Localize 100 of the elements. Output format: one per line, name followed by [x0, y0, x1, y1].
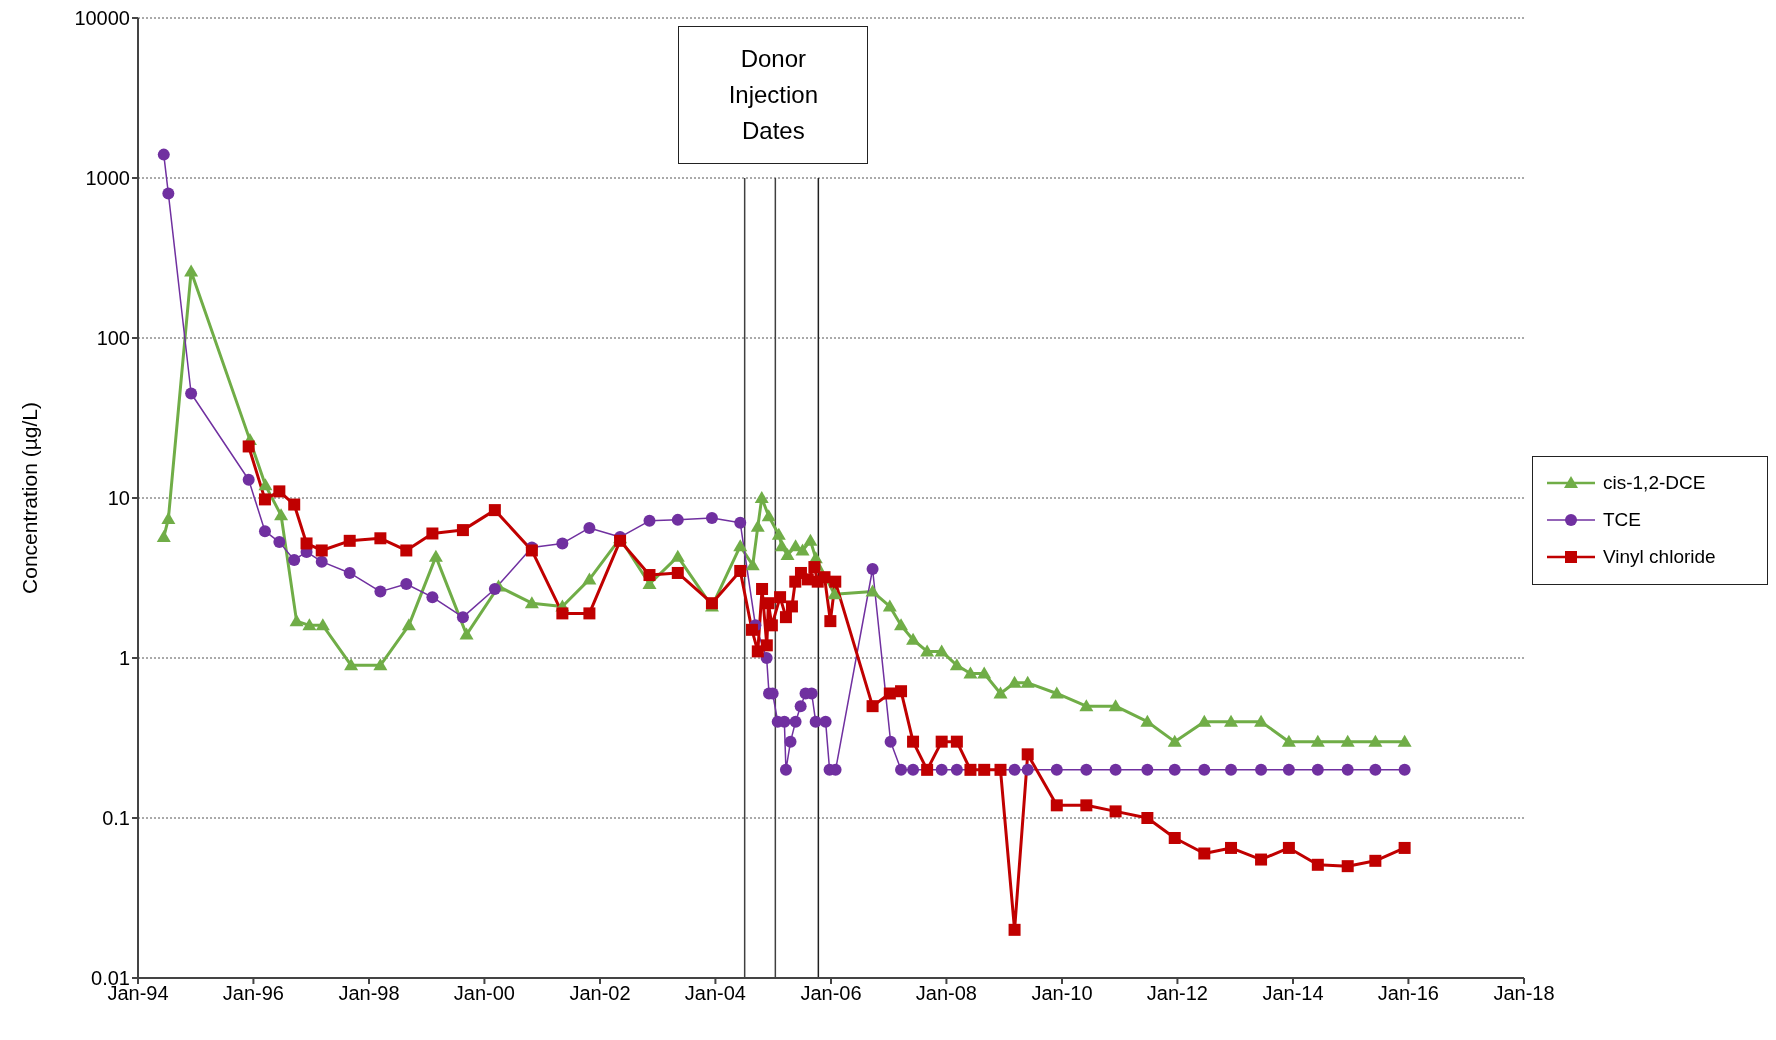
point [819, 715, 832, 728]
point [1254, 714, 1269, 727]
point [1225, 763, 1238, 776]
point [1398, 763, 1411, 776]
point [373, 658, 388, 671]
legend-label: TCE [1603, 509, 1641, 531]
point [1281, 734, 1296, 747]
point [920, 644, 935, 657]
point [733, 539, 748, 552]
point [289, 614, 304, 627]
point [456, 611, 469, 624]
point [157, 148, 170, 161]
point [274, 508, 289, 521]
point [1255, 763, 1268, 776]
point [789, 715, 802, 728]
point [258, 478, 273, 491]
point [907, 763, 920, 776]
point [1167, 734, 1182, 747]
point [950, 763, 963, 776]
point [162, 187, 175, 200]
point [315, 618, 330, 631]
point [1049, 686, 1064, 699]
point [1080, 763, 1093, 776]
point [671, 513, 684, 526]
point [488, 582, 501, 595]
y-tick-label: 10000 [74, 7, 130, 30]
point [258, 525, 271, 538]
point [1369, 763, 1382, 776]
point [1140, 714, 1155, 727]
point [1109, 763, 1122, 776]
point [1224, 714, 1239, 727]
point [400, 578, 413, 591]
point [1108, 699, 1123, 712]
point [288, 553, 301, 566]
y-axis-title: Concentration (µg/L) [18, 402, 42, 594]
point [779, 763, 792, 776]
point [784, 735, 797, 748]
point [734, 516, 747, 529]
x-tick-label: Jan-00 [453, 982, 515, 1005]
point [401, 618, 416, 631]
point [750, 519, 765, 532]
x-tick-label: Jan-18 [1493, 982, 1555, 1005]
text-box: Donor Injection Dates [678, 26, 869, 164]
point [884, 735, 897, 748]
point [761, 509, 776, 522]
point [302, 618, 317, 631]
x-tick-label: Jan-04 [684, 982, 746, 1005]
x-tick-label: Jan-10 [1031, 982, 1093, 1005]
point [1340, 734, 1355, 747]
point [185, 387, 198, 400]
point [895, 763, 908, 776]
x-tick-label: Jan-06 [800, 982, 862, 1005]
point [643, 514, 656, 527]
point [1397, 734, 1412, 747]
point [977, 666, 992, 679]
point [803, 533, 818, 546]
point [583, 521, 596, 534]
x-tick-label: Jan-12 [1146, 982, 1208, 1005]
point [780, 548, 795, 561]
legend-label: Vinyl chloride [1603, 546, 1716, 568]
point [1050, 763, 1063, 776]
point [760, 652, 773, 664]
point [1198, 763, 1211, 776]
y-tick-label: 1000 [85, 167, 130, 190]
legend-label: cis-1,2-DCE [1603, 472, 1706, 494]
point [1197, 714, 1212, 727]
point [754, 491, 769, 503]
point [556, 537, 569, 550]
point [344, 658, 359, 671]
point [426, 591, 439, 604]
point [1020, 675, 1035, 688]
point [428, 549, 443, 562]
point [670, 549, 685, 562]
point [1007, 675, 1022, 688]
point [795, 543, 810, 556]
point [524, 596, 539, 609]
point [774, 539, 789, 552]
y-tick-label: 10 [107, 487, 130, 510]
x-tick-label: Jan-02 [569, 982, 631, 1005]
y-tick-label: 100 [96, 327, 130, 350]
point [1282, 763, 1295, 776]
point [906, 632, 921, 645]
point [343, 566, 356, 579]
point [1141, 763, 1154, 776]
point [1311, 763, 1324, 776]
point [582, 572, 597, 585]
point [993, 686, 1008, 699]
point [1368, 734, 1383, 747]
point [894, 618, 909, 631]
point [705, 511, 718, 524]
point [1168, 763, 1181, 776]
point [184, 264, 199, 277]
point [935, 763, 948, 776]
point [1310, 734, 1325, 747]
point [156, 530, 171, 543]
point [963, 666, 978, 679]
point [374, 585, 387, 598]
x-tick-label: Jan-16 [1377, 982, 1439, 1005]
point [794, 700, 807, 713]
point [745, 558, 760, 571]
